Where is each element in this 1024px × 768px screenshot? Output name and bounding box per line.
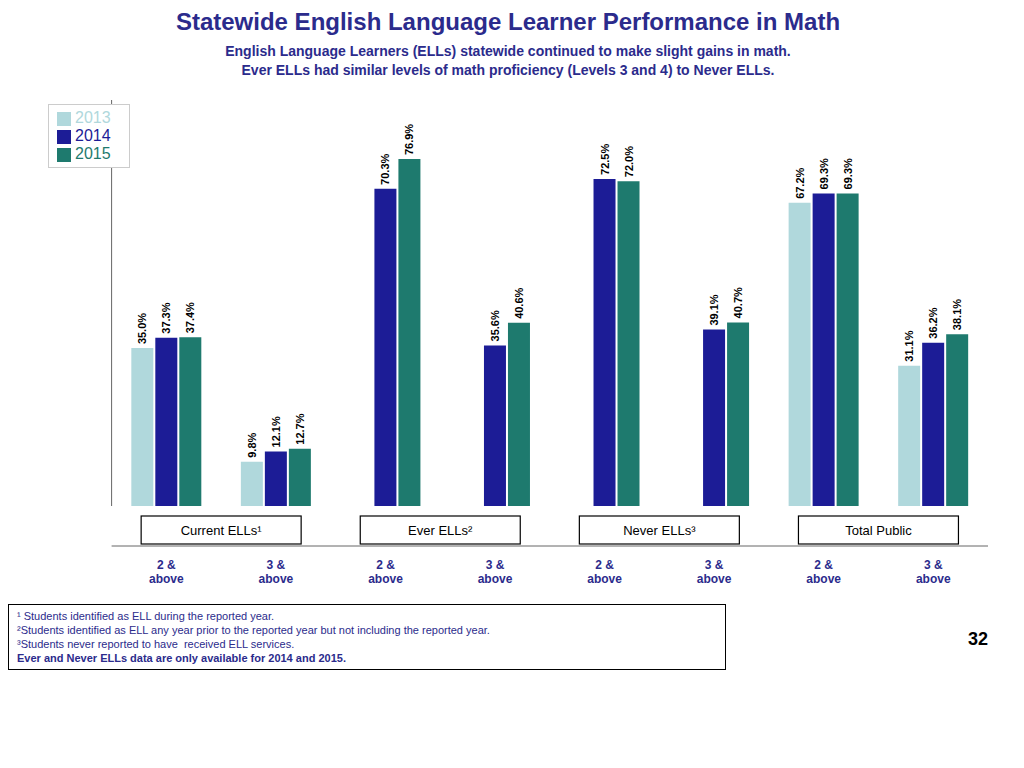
svg-text:12.1%: 12.1%: [270, 416, 282, 447]
html-text:¹ Students identified as ELL d: ¹ Students identified as ELL during the …: [17, 610, 274, 622]
html-text:English Language Learners (ELL: English Language Learners (ELLs) statewi…: [225, 43, 791, 59]
svg-text:31.1%: 31.1%: [903, 330, 915, 361]
html-text:2014: 2014: [75, 127, 111, 144]
html-text:³Students never reported to ha: ³Students never reported to have receive…: [17, 638, 295, 650]
html-text:32: 32: [968, 629, 988, 649]
svg-text:69.3%: 69.3%: [818, 158, 830, 189]
svg-text:12.7%: 12.7%: [294, 413, 306, 444]
svg-text:Current ELLs¹: Current ELLs¹: [181, 523, 263, 538]
svg-text:Total Public: Total Public: [845, 523, 912, 538]
svg-text:3 &above: 3 &above: [478, 558, 513, 586]
html-text:2013: 2013: [75, 109, 111, 126]
html-text:Statewide English Language Lea: Statewide English Language Learner Perfo…: [175, 8, 841, 35]
html-text:Ever ELLs had similar levels o: Ever ELLs had similar levels of math pro…: [241, 62, 775, 78]
svg-text:2 &above: 2 &above: [806, 558, 841, 586]
svg-text:3 &above: 3 &above: [697, 558, 732, 586]
svg-text:38.1%: 38.1%: [951, 299, 963, 330]
svg-text:72.0%: 72.0%: [623, 146, 635, 177]
svg-text:9.8%: 9.8%: [246, 432, 258, 457]
svg-text:2 &above: 2 &above: [149, 558, 184, 586]
svg-text:35.6%: 35.6%: [489, 310, 501, 341]
svg-text:2 &above: 2 &above: [368, 558, 403, 586]
svg-text:67.2%: 67.2%: [794, 167, 806, 198]
svg-text:76.9%: 76.9%: [403, 124, 415, 155]
svg-text:40.6%: 40.6%: [513, 287, 525, 318]
svg-text:37.4%: 37.4%: [184, 302, 196, 333]
svg-text:35.0%: 35.0%: [136, 313, 148, 344]
html-text:²Students identified as ELL an: ²Students identified as ELL any year pri…: [17, 624, 490, 636]
svg-text:37.3%: 37.3%: [160, 302, 172, 333]
html-text:2015: 2015: [75, 145, 111, 162]
svg-text:40.7%: 40.7%: [732, 287, 744, 318]
svg-text:39.1%: 39.1%: [708, 294, 720, 325]
svg-text:3 &above: 3 &above: [916, 558, 951, 586]
svg-text:Ever ELLs²: Ever ELLs²: [408, 523, 473, 538]
svg-text:70.3%: 70.3%: [379, 153, 391, 184]
svg-text:Never ELLs³: Never ELLs³: [623, 523, 696, 538]
svg-text:2 &above: 2 &above: [587, 558, 622, 586]
html-text:Ever and Never ELLs data are o: Ever and Never ELLs data are only availa…: [17, 652, 346, 664]
svg-text:3 &above: 3 &above: [259, 558, 294, 586]
svg-text:72.5%: 72.5%: [599, 144, 611, 175]
svg-text:36.2%: 36.2%: [927, 307, 939, 338]
svg-text:69.3%: 69.3%: [842, 158, 854, 189]
